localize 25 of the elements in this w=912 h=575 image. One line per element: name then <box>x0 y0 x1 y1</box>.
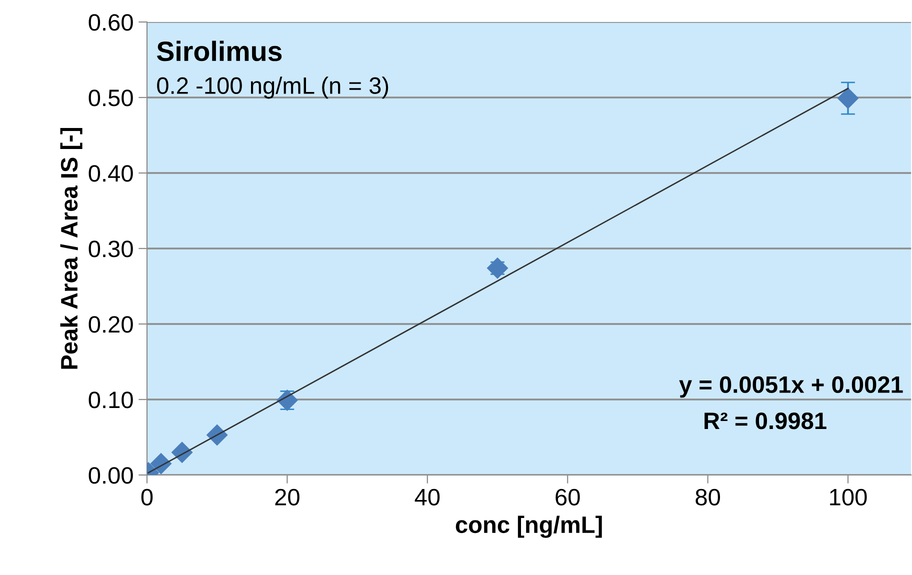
annotation: Sirolimus <box>156 40 282 62</box>
x-tick-label: 0 <box>141 488 153 506</box>
annotation: 0.2 -100 ng/mL (n = 3) <box>157 76 388 99</box>
point <box>150 452 172 474</box>
annotation: y = 0.0051x + 0.0021 <box>679 376 903 398</box>
y-tick-label: 0.60 <box>88 14 133 31</box>
y-tick-label: 0.30 <box>88 240 133 258</box>
x-tick-label: 100 <box>830 488 867 506</box>
point <box>206 424 228 446</box>
y-tick-label: 0.10 <box>88 392 133 408</box>
y-tick-label: 0.50 <box>88 90 133 106</box>
y-tick-label: 0.00 <box>88 467 133 484</box>
x-tick-label: 20 <box>275 488 300 506</box>
y-axis-title: Peak Area / Area IS [-] <box>60 128 82 369</box>
point <box>276 389 298 412</box>
y-tick-label: 0.20 <box>88 316 133 333</box>
x-tick-label: 40 <box>414 488 440 506</box>
annotation: R² = 0.9981 <box>704 412 826 430</box>
point <box>837 87 859 110</box>
point <box>171 442 193 464</box>
point <box>486 257 508 279</box>
y-tick-label: 0.40 <box>88 165 133 182</box>
x-tick-label: 80 <box>696 488 720 506</box>
x-axis-title: conc [ng/mL] <box>456 516 602 538</box>
x-tick-label: 60 <box>556 488 580 506</box>
